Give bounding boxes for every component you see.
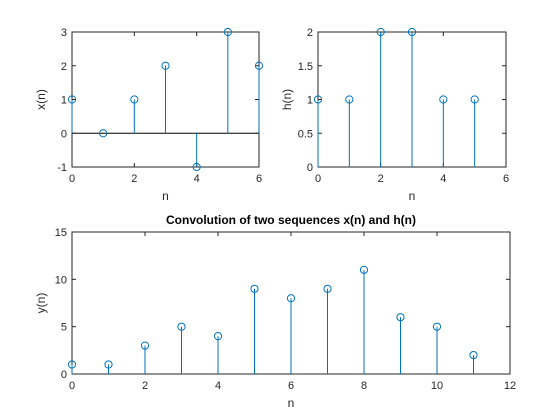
stem-marker <box>313 95 323 104</box>
x-axis-label: n <box>162 189 169 203</box>
subplot-yn: 0 2 4 6 8 10 12 0 5 10 15 n y(n) Convolution of two s… <box>34 213 516 410</box>
stem-marker <box>254 61 264 70</box>
x-tick-label: 6 <box>288 380 294 392</box>
y-tick-label: 3 <box>61 27 67 39</box>
stem-marker <box>130 95 139 104</box>
y-tick-label: 0 <box>307 162 313 174</box>
stem-marker <box>177 322 186 331</box>
x-tick-label: 4 <box>194 173 200 185</box>
y-tick-label: 2 <box>307 27 313 39</box>
stem-marker <box>67 95 77 104</box>
x-tick-label: 6 <box>256 173 262 185</box>
stem-marker <box>223 27 232 37</box>
y-tick-label: 2 <box>61 61 67 73</box>
x-tick-label: 0 <box>69 173 75 185</box>
stem-marker <box>161 61 170 70</box>
x-tick-label: 12 <box>504 380 516 392</box>
y-tick-label: 10 <box>55 274 67 286</box>
y-tick-label: 1 <box>61 95 67 107</box>
chart-title: Convolution of two sequences x(n) and h(… <box>166 213 416 227</box>
stem-marker <box>359 265 369 274</box>
stem-marker <box>323 284 332 293</box>
x-tick-label: 2 <box>131 173 137 185</box>
y-tick-label: 0 <box>61 369 67 381</box>
stem-marker <box>104 360 113 369</box>
stem-marker <box>376 27 385 37</box>
y-tick-label: 0 <box>61 128 67 140</box>
x-axis-label: n <box>409 189 416 203</box>
y-tick-label: 0.5 <box>298 128 313 140</box>
stem-marker <box>469 350 478 360</box>
x-tick-label: 2 <box>378 173 384 185</box>
stem-marker <box>286 294 296 303</box>
subplot-hn: 0 2 4 6 0 0.5 1 1.5 2 n h(n) <box>280 27 509 203</box>
x-tick-label: 0 <box>315 173 321 185</box>
stem-marker <box>99 129 108 138</box>
stem-marker <box>396 313 405 322</box>
y-axis-label: x(n) <box>34 89 48 110</box>
stem-marker <box>213 332 223 341</box>
x-tick-label: 10 <box>431 380 443 392</box>
y-tick-label: 5 <box>61 322 67 334</box>
x-tick-label: 4 <box>215 380 221 392</box>
stem-marker <box>432 322 442 331</box>
x-tick-label: 0 <box>69 380 75 392</box>
y-axis-label: h(n) <box>280 89 294 110</box>
y-tick-label: 1.5 <box>298 61 313 73</box>
x-tick-label: 2 <box>142 380 148 392</box>
x-tick-label: 6 <box>503 173 509 185</box>
stem-marker <box>67 360 77 369</box>
stem-marker <box>345 95 354 104</box>
x-tick-label: 4 <box>440 173 446 185</box>
stem-marker <box>192 162 201 172</box>
y-axis-label: y(n) <box>34 293 48 314</box>
y-tick-label: 15 <box>55 227 67 239</box>
y-tick-label: 1 <box>307 95 313 107</box>
y-tick-label: -1 <box>57 162 67 174</box>
stem-marker <box>470 95 479 104</box>
x-axis-label: n <box>288 396 295 410</box>
x-tick-label: 8 <box>361 380 367 392</box>
stem-marker <box>140 341 150 350</box>
stem-marker <box>407 27 417 37</box>
stem-marker <box>250 284 259 293</box>
stem-marker <box>439 95 448 104</box>
